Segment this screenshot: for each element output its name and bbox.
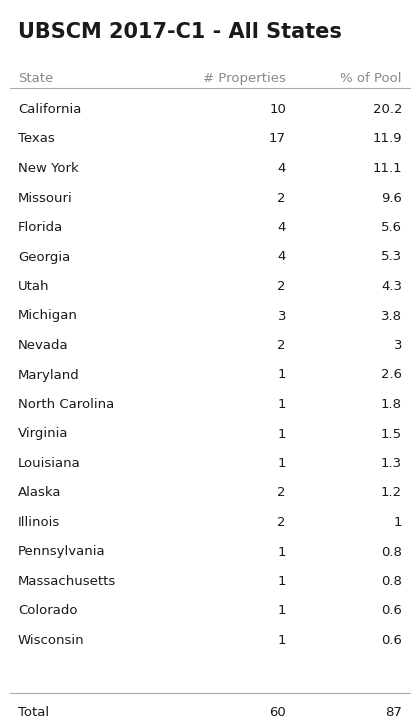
Text: 10: 10: [269, 103, 286, 116]
Text: Wisconsin: Wisconsin: [18, 634, 84, 647]
Text: Nevada: Nevada: [18, 339, 68, 352]
Text: 87: 87: [385, 706, 402, 719]
Text: 1.2: 1.2: [381, 486, 402, 499]
Text: Colorado: Colorado: [18, 604, 78, 617]
Text: 4: 4: [278, 251, 286, 263]
Text: 1: 1: [278, 545, 286, 558]
Text: 2: 2: [278, 280, 286, 293]
Text: North Carolina: North Carolina: [18, 398, 114, 411]
Text: 5.3: 5.3: [381, 251, 402, 263]
Text: 5.6: 5.6: [381, 221, 402, 234]
Text: 1: 1: [278, 369, 286, 382]
Text: 4.3: 4.3: [381, 280, 402, 293]
Text: 0.6: 0.6: [381, 634, 402, 647]
Text: 1.5: 1.5: [381, 427, 402, 441]
Text: Texas: Texas: [18, 132, 55, 145]
Text: 1: 1: [278, 398, 286, 411]
Text: 1: 1: [278, 634, 286, 647]
Text: 0.8: 0.8: [381, 545, 402, 558]
Text: 11.1: 11.1: [373, 162, 402, 175]
Text: 3.8: 3.8: [381, 310, 402, 323]
Text: New York: New York: [18, 162, 79, 175]
Text: 9.6: 9.6: [381, 191, 402, 204]
Text: 1: 1: [394, 516, 402, 529]
Text: Illinois: Illinois: [18, 516, 60, 529]
Text: % of Pool: % of Pool: [341, 72, 402, 85]
Text: 1: 1: [278, 427, 286, 441]
Text: Michigan: Michigan: [18, 310, 78, 323]
Text: 2.6: 2.6: [381, 369, 402, 382]
Text: 11.9: 11.9: [373, 132, 402, 145]
Text: UBSCM 2017-C1 - All States: UBSCM 2017-C1 - All States: [18, 22, 342, 42]
Text: Florida: Florida: [18, 221, 63, 234]
Text: Pennsylvania: Pennsylvania: [18, 545, 105, 558]
Text: 60: 60: [269, 706, 286, 719]
Text: 1: 1: [278, 457, 286, 470]
Text: Georgia: Georgia: [18, 251, 70, 263]
Text: 0.6: 0.6: [381, 604, 402, 617]
Text: Massachusetts: Massachusetts: [18, 575, 116, 588]
Text: Missouri: Missouri: [18, 191, 73, 204]
Text: Maryland: Maryland: [18, 369, 80, 382]
Text: Virginia: Virginia: [18, 427, 68, 441]
Text: 1.8: 1.8: [381, 398, 402, 411]
Text: 3: 3: [278, 310, 286, 323]
Text: 2: 2: [278, 516, 286, 529]
Text: Total: Total: [18, 706, 49, 719]
Text: 0.8: 0.8: [381, 575, 402, 588]
Text: 17: 17: [269, 132, 286, 145]
Text: California: California: [18, 103, 81, 116]
Text: # Properties: # Properties: [203, 72, 286, 85]
Text: 2: 2: [278, 486, 286, 499]
Text: 20.2: 20.2: [373, 103, 402, 116]
Text: 1: 1: [278, 575, 286, 588]
Text: State: State: [18, 72, 53, 85]
Text: 3: 3: [394, 339, 402, 352]
Text: Utah: Utah: [18, 280, 50, 293]
Text: 1: 1: [278, 604, 286, 617]
Text: 2: 2: [278, 339, 286, 352]
Text: 4: 4: [278, 221, 286, 234]
Text: Louisiana: Louisiana: [18, 457, 81, 470]
Text: 1.3: 1.3: [381, 457, 402, 470]
Text: 2: 2: [278, 191, 286, 204]
Text: Alaska: Alaska: [18, 486, 61, 499]
Text: 4: 4: [278, 162, 286, 175]
